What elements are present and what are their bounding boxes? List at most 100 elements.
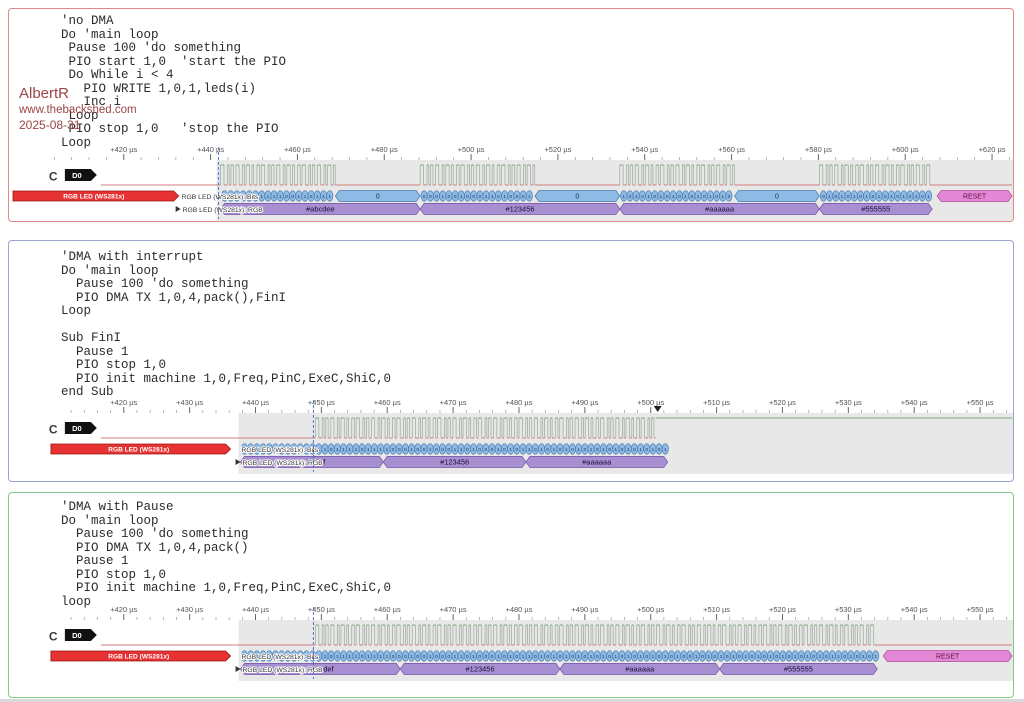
svg-text:0: 0 (254, 194, 257, 200)
svg-text:+540 µs: +540 µs (631, 145, 658, 154)
svg-text:+420 µs: +420 µs (110, 145, 137, 154)
svg-text:0: 0 (398, 654, 401, 660)
svg-text:+420 µs: +420 µs (110, 398, 137, 407)
svg-text:1: 1 (684, 194, 687, 200)
svg-text:0: 0 (689, 654, 692, 660)
svg-text:#555555: #555555 (861, 204, 890, 213)
svg-text:0: 0 (559, 447, 562, 453)
svg-text:0: 0 (701, 654, 704, 660)
svg-text:1: 1 (248, 194, 251, 200)
svg-text:0: 0 (909, 194, 912, 200)
svg-text:0: 0 (608, 654, 611, 660)
svg-text:1: 1 (695, 654, 698, 660)
svg-text:0: 0 (478, 654, 481, 660)
waveform-strip-no-dma[interactable]: +420 µs +440 µs +460 µs +480 µs +500 µs +520 … (9, 143, 1013, 221)
svg-text:1: 1 (429, 447, 432, 453)
decoder-tag[interactable]: RGB LED (WS281x) (50, 650, 232, 662)
svg-text:0: 0 (310, 194, 313, 200)
svg-text:1: 1 (460, 447, 463, 453)
svg-text:1: 1 (304, 194, 307, 200)
svg-text:+510 µs: +510 µs (703, 398, 730, 407)
svg-text:0: 0 (726, 654, 729, 660)
svg-text:0: 0 (571, 654, 574, 660)
svg-text:1: 1 (460, 654, 463, 660)
svg-text:0: 0 (621, 447, 624, 453)
svg-text:+440 µs: +440 µs (197, 145, 224, 154)
svg-text:1: 1 (676, 654, 679, 660)
expand-arrow-icon[interactable] (235, 665, 241, 672)
waveform-strip-dma-interrupt[interactable]: +420 µs +430 µs +440 µs +450 µs +460 µs +470 … (9, 396, 1013, 474)
svg-text:1: 1 (268, 654, 271, 660)
svg-text:1: 1 (781, 654, 784, 660)
svg-text:0: 0 (291, 194, 294, 200)
channel-tag-d0[interactable]: D0 (64, 629, 97, 642)
channel-group-icon[interactable]: C (49, 170, 58, 184)
svg-text:1: 1 (627, 654, 630, 660)
d0-trace (100, 417, 1013, 439)
svg-text:+480 µs: +480 µs (506, 605, 533, 614)
svg-text:0: 0 (608, 447, 611, 453)
decoder-tag[interactable]: RGB LED (WS281x) (50, 443, 232, 455)
svg-text:1: 1 (385, 654, 388, 660)
svg-text:1: 1 (837, 654, 840, 660)
svg-text:1: 1 (342, 654, 345, 660)
svg-text:1: 1 (865, 194, 868, 200)
decoder-tag[interactable]: RGB LED (WS281x) (12, 190, 180, 202)
svg-text:0: 0 (596, 447, 599, 453)
svg-text:1: 1 (348, 654, 351, 660)
svg-text:1: 1 (497, 654, 500, 660)
decoder-rgb-row: #abcdef #123456 #aaaaaa #555555 (240, 663, 878, 675)
channel-group-icon[interactable]: C (49, 423, 58, 437)
cursor-marker-icon[interactable] (653, 406, 662, 413)
channel-tag-d0[interactable]: D0 (64, 422, 97, 435)
svg-text:0: 0 (534, 447, 537, 453)
svg-text:1: 1 (256, 654, 259, 660)
svg-text:0: 0 (423, 654, 426, 660)
svg-text:1: 1 (522, 654, 525, 660)
channel-group-icon[interactable]: C (49, 630, 58, 644)
svg-text:RESET: RESET (936, 653, 960, 660)
svg-text:+530 µs: +530 µs (835, 398, 862, 407)
svg-text:#123456: #123456 (466, 664, 495, 673)
svg-text:0: 0 (633, 447, 636, 453)
svg-text:+540 µs: +540 µs (901, 605, 928, 614)
svg-text:0: 0 (404, 447, 407, 453)
svg-text:1: 1 (660, 194, 663, 200)
expand-arrow-icon[interactable] (175, 205, 181, 212)
svg-text:+470 µs: +470 µs (440, 605, 467, 614)
svg-text:0: 0 (503, 447, 506, 453)
svg-text:0: 0 (583, 654, 586, 660)
svg-text:1: 1 (454, 447, 457, 453)
svg-text:1: 1 (373, 447, 376, 453)
svg-text:1: 1 (373, 654, 376, 660)
svg-text:1: 1 (806, 654, 809, 660)
svg-text:1: 1 (379, 654, 382, 660)
svg-text:1: 1 (794, 654, 797, 660)
svg-text:0: 0 (509, 194, 512, 200)
svg-text:+550 µs: +550 µs (967, 605, 994, 614)
svg-text:0: 0 (690, 194, 693, 200)
svg-text:+520 µs: +520 µs (769, 398, 796, 407)
svg-text:0: 0 (583, 447, 586, 453)
svg-text:+600 µs: +600 µs (892, 145, 919, 154)
svg-text:1: 1 (902, 194, 905, 200)
svg-text:0: 0 (478, 447, 481, 453)
svg-text:#abcdee: #abcdee (306, 204, 335, 213)
svg-text:1: 1 (342, 447, 345, 453)
svg-text:1: 1 (664, 654, 667, 660)
svg-text:0: 0 (682, 654, 685, 660)
svg-text:0: 0 (376, 193, 380, 200)
svg-text:0: 0 (812, 654, 815, 660)
waveform-strip-dma-pause[interactable]: +420 µs +430 µs +440 µs +450 µs +460 µs +470 … (9, 603, 1013, 681)
svg-text:0: 0 (249, 447, 252, 453)
svg-text:D0: D0 (72, 424, 82, 433)
expand-arrow-icon[interactable] (235, 458, 241, 465)
svg-text:+550 µs: +550 µs (967, 398, 994, 407)
svg-text:1: 1 (853, 194, 856, 200)
svg-text:0: 0 (738, 654, 741, 660)
channel-tag-d0[interactable]: D0 (64, 169, 97, 182)
svg-text:1: 1 (769, 654, 772, 660)
svg-text:1: 1 (540, 654, 543, 660)
svg-text:1: 1 (297, 194, 300, 200)
